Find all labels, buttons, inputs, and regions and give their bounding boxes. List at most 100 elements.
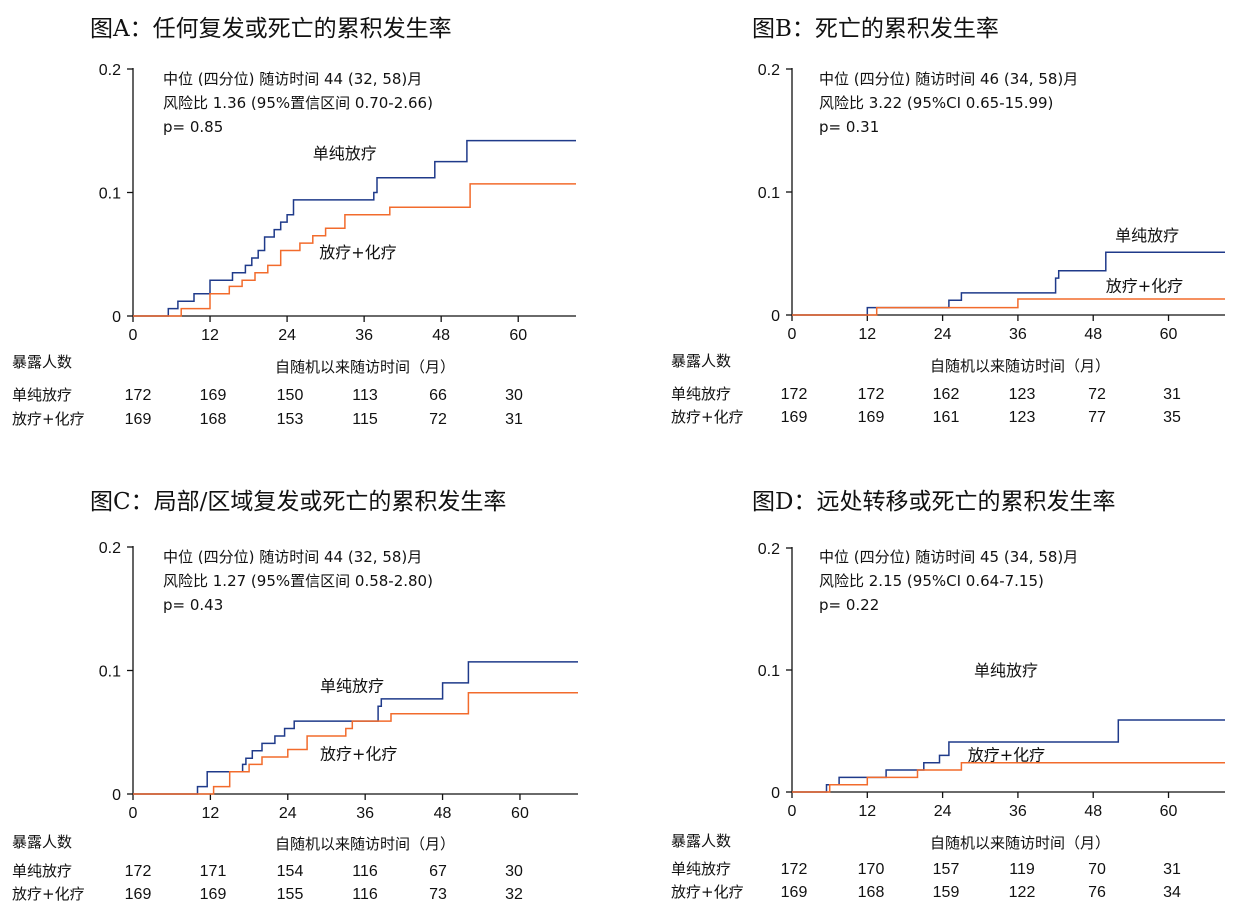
- risk-count: 32: [505, 886, 523, 903]
- risk-count: 172: [125, 863, 152, 880]
- risk-count: 169: [858, 409, 885, 426]
- risk-row-label: 放疗+化疗: [12, 410, 85, 428]
- risk-count: 169: [781, 409, 808, 426]
- risk-count: 116: [352, 886, 378, 903]
- series-line-rt-chemo: [792, 761, 1225, 793]
- risk-count: 31: [505, 411, 523, 428]
- stats-annotation: p= 0.31: [819, 118, 879, 136]
- series-line-rt-chemo: [133, 183, 576, 317]
- stats-annotation: 中位 (四分位) 随访时间 46 (34, 58)月: [819, 70, 1078, 88]
- x-tick-label: 0: [788, 803, 797, 820]
- panel-d: 图D：远处转移或死亡的累积发生率 0 0.1 0.2 0 12 24 36 48 60 中位 (四分…: [671, 489, 1225, 901]
- x-tick-label: 0: [788, 326, 797, 343]
- risk-count: 171: [200, 863, 227, 880]
- risk-row-label: 单纯放疗: [671, 860, 731, 878]
- panel-title: 图C：局部/区域复发或死亡的累积发生率: [90, 489, 506, 515]
- risk-count: 172: [858, 386, 885, 403]
- risk-count: 172: [125, 387, 152, 404]
- x-tick-label: 0: [129, 805, 138, 822]
- risk-row-label: 单纯放疗: [12, 862, 72, 880]
- x-tick-label: 12: [201, 327, 219, 344]
- x-tick-label: 24: [278, 327, 296, 344]
- risk-count: 153: [277, 411, 304, 428]
- risk-count: 162: [933, 386, 960, 403]
- risk-row-label: 放疗+化疗: [12, 885, 85, 903]
- series-line-rt-chemo: [792, 298, 1225, 316]
- y-tick-label: 0.2: [758, 62, 780, 79]
- stats-annotation: 风险比 3.22 (95%CI 0.65-15.99): [819, 94, 1053, 112]
- y-tick-label: 0: [112, 309, 121, 326]
- risk-count: 31: [1163, 861, 1181, 878]
- y-tick-label: 0.1: [758, 185, 780, 202]
- x-tick-label: 24: [934, 803, 952, 820]
- series-label: 放疗+化疗: [320, 744, 397, 763]
- x-tick-label: 48: [432, 327, 450, 344]
- x-tick-label: 24: [934, 326, 952, 343]
- x-tick-label: 48: [1084, 803, 1102, 820]
- series-label: 放疗+化疗: [319, 243, 396, 262]
- x-tick-label: 48: [1084, 326, 1102, 343]
- risk-count: 169: [125, 411, 152, 428]
- y-tick-label: 0.2: [758, 541, 780, 558]
- panel-c: 图C：局部/区域复发或死亡的累积发生率 0 0.1 0.2 0 12 24 36 48 60 中位 …: [12, 489, 578, 903]
- risk-count: 169: [781, 884, 808, 901]
- y-tick-label: 0.1: [758, 663, 780, 680]
- risk-count: 115: [352, 411, 378, 428]
- risk-count: 168: [858, 884, 885, 901]
- risk-row-label: 放疗+化疗: [671, 883, 744, 901]
- risk-count: 172: [781, 861, 808, 878]
- panel-title: 图B：死亡的累积发生率: [752, 16, 999, 42]
- y-tick-label: 0.2: [99, 62, 121, 79]
- stats-annotation: 中位 (四分位) 随访时间 44 (32, 58)月: [163, 548, 422, 566]
- risk-table-header: 暴露人数: [12, 833, 72, 851]
- risk-count: 170: [858, 861, 885, 878]
- risk-count: 157: [933, 861, 960, 878]
- x-tick-label: 36: [355, 327, 373, 344]
- x-tick-label: 60: [511, 805, 529, 822]
- risk-count: 30: [505, 387, 523, 404]
- risk-count: 76: [1088, 884, 1106, 901]
- risk-count: 72: [429, 411, 447, 428]
- risk-count: 31: [1163, 386, 1181, 403]
- x-axis-label: 自随机以来随访时间（月）: [275, 358, 455, 376]
- stats-annotation: 中位 (四分位) 随访时间 45 (34, 58)月: [819, 548, 1078, 566]
- y-tick-label: 0: [112, 787, 121, 804]
- stats-annotation: p= 0.22: [819, 596, 879, 614]
- risk-count: 70: [1088, 861, 1106, 878]
- risk-count: 169: [200, 387, 227, 404]
- risk-count: 113: [352, 387, 378, 404]
- series-label: 单纯放疗: [320, 676, 384, 695]
- risk-count: 67: [429, 863, 447, 880]
- x-tick-label: 60: [509, 327, 527, 344]
- risk-count: 155: [277, 886, 304, 903]
- risk-table-header: 暴露人数: [12, 353, 72, 371]
- series-line-rt-alone: [133, 661, 578, 795]
- stats-annotation: 风险比 1.27 (95%置信区间 0.58-2.80): [163, 572, 433, 590]
- risk-count: 35: [1163, 409, 1181, 426]
- risk-table-header: 暴露人数: [671, 352, 731, 370]
- risk-table-header: 暴露人数: [671, 832, 731, 850]
- risk-count: 119: [1009, 861, 1035, 878]
- panel-a: 图A：任何复发或死亡的累积发生率 0 0.1 0.2 0 12 24 36 48 60 中位 (四分…: [12, 16, 576, 428]
- y-tick-label: 0.1: [99, 186, 121, 203]
- risk-count: 150: [277, 387, 304, 404]
- x-tick-label: 12: [201, 805, 219, 822]
- risk-row-label: 单纯放疗: [671, 385, 731, 403]
- risk-count: 161: [933, 409, 960, 426]
- y-tick-label: 0.2: [99, 540, 121, 557]
- x-tick-label: 12: [858, 803, 876, 820]
- y-tick-label: 0.1: [99, 664, 121, 681]
- risk-count: 159: [933, 884, 960, 901]
- risk-count: 72: [1088, 386, 1106, 403]
- x-tick-label: 12: [858, 326, 876, 343]
- risk-row-label: 单纯放疗: [12, 386, 72, 404]
- x-tick-label: 36: [1009, 326, 1027, 343]
- x-tick-label: 48: [434, 805, 452, 822]
- risk-count: 34: [1163, 884, 1181, 901]
- series-line-rt-alone: [133, 139, 576, 317]
- x-tick-label: 36: [1009, 803, 1027, 820]
- risk-count: 123: [1009, 386, 1036, 403]
- risk-count: 169: [125, 886, 152, 903]
- risk-count: 122: [1009, 884, 1036, 901]
